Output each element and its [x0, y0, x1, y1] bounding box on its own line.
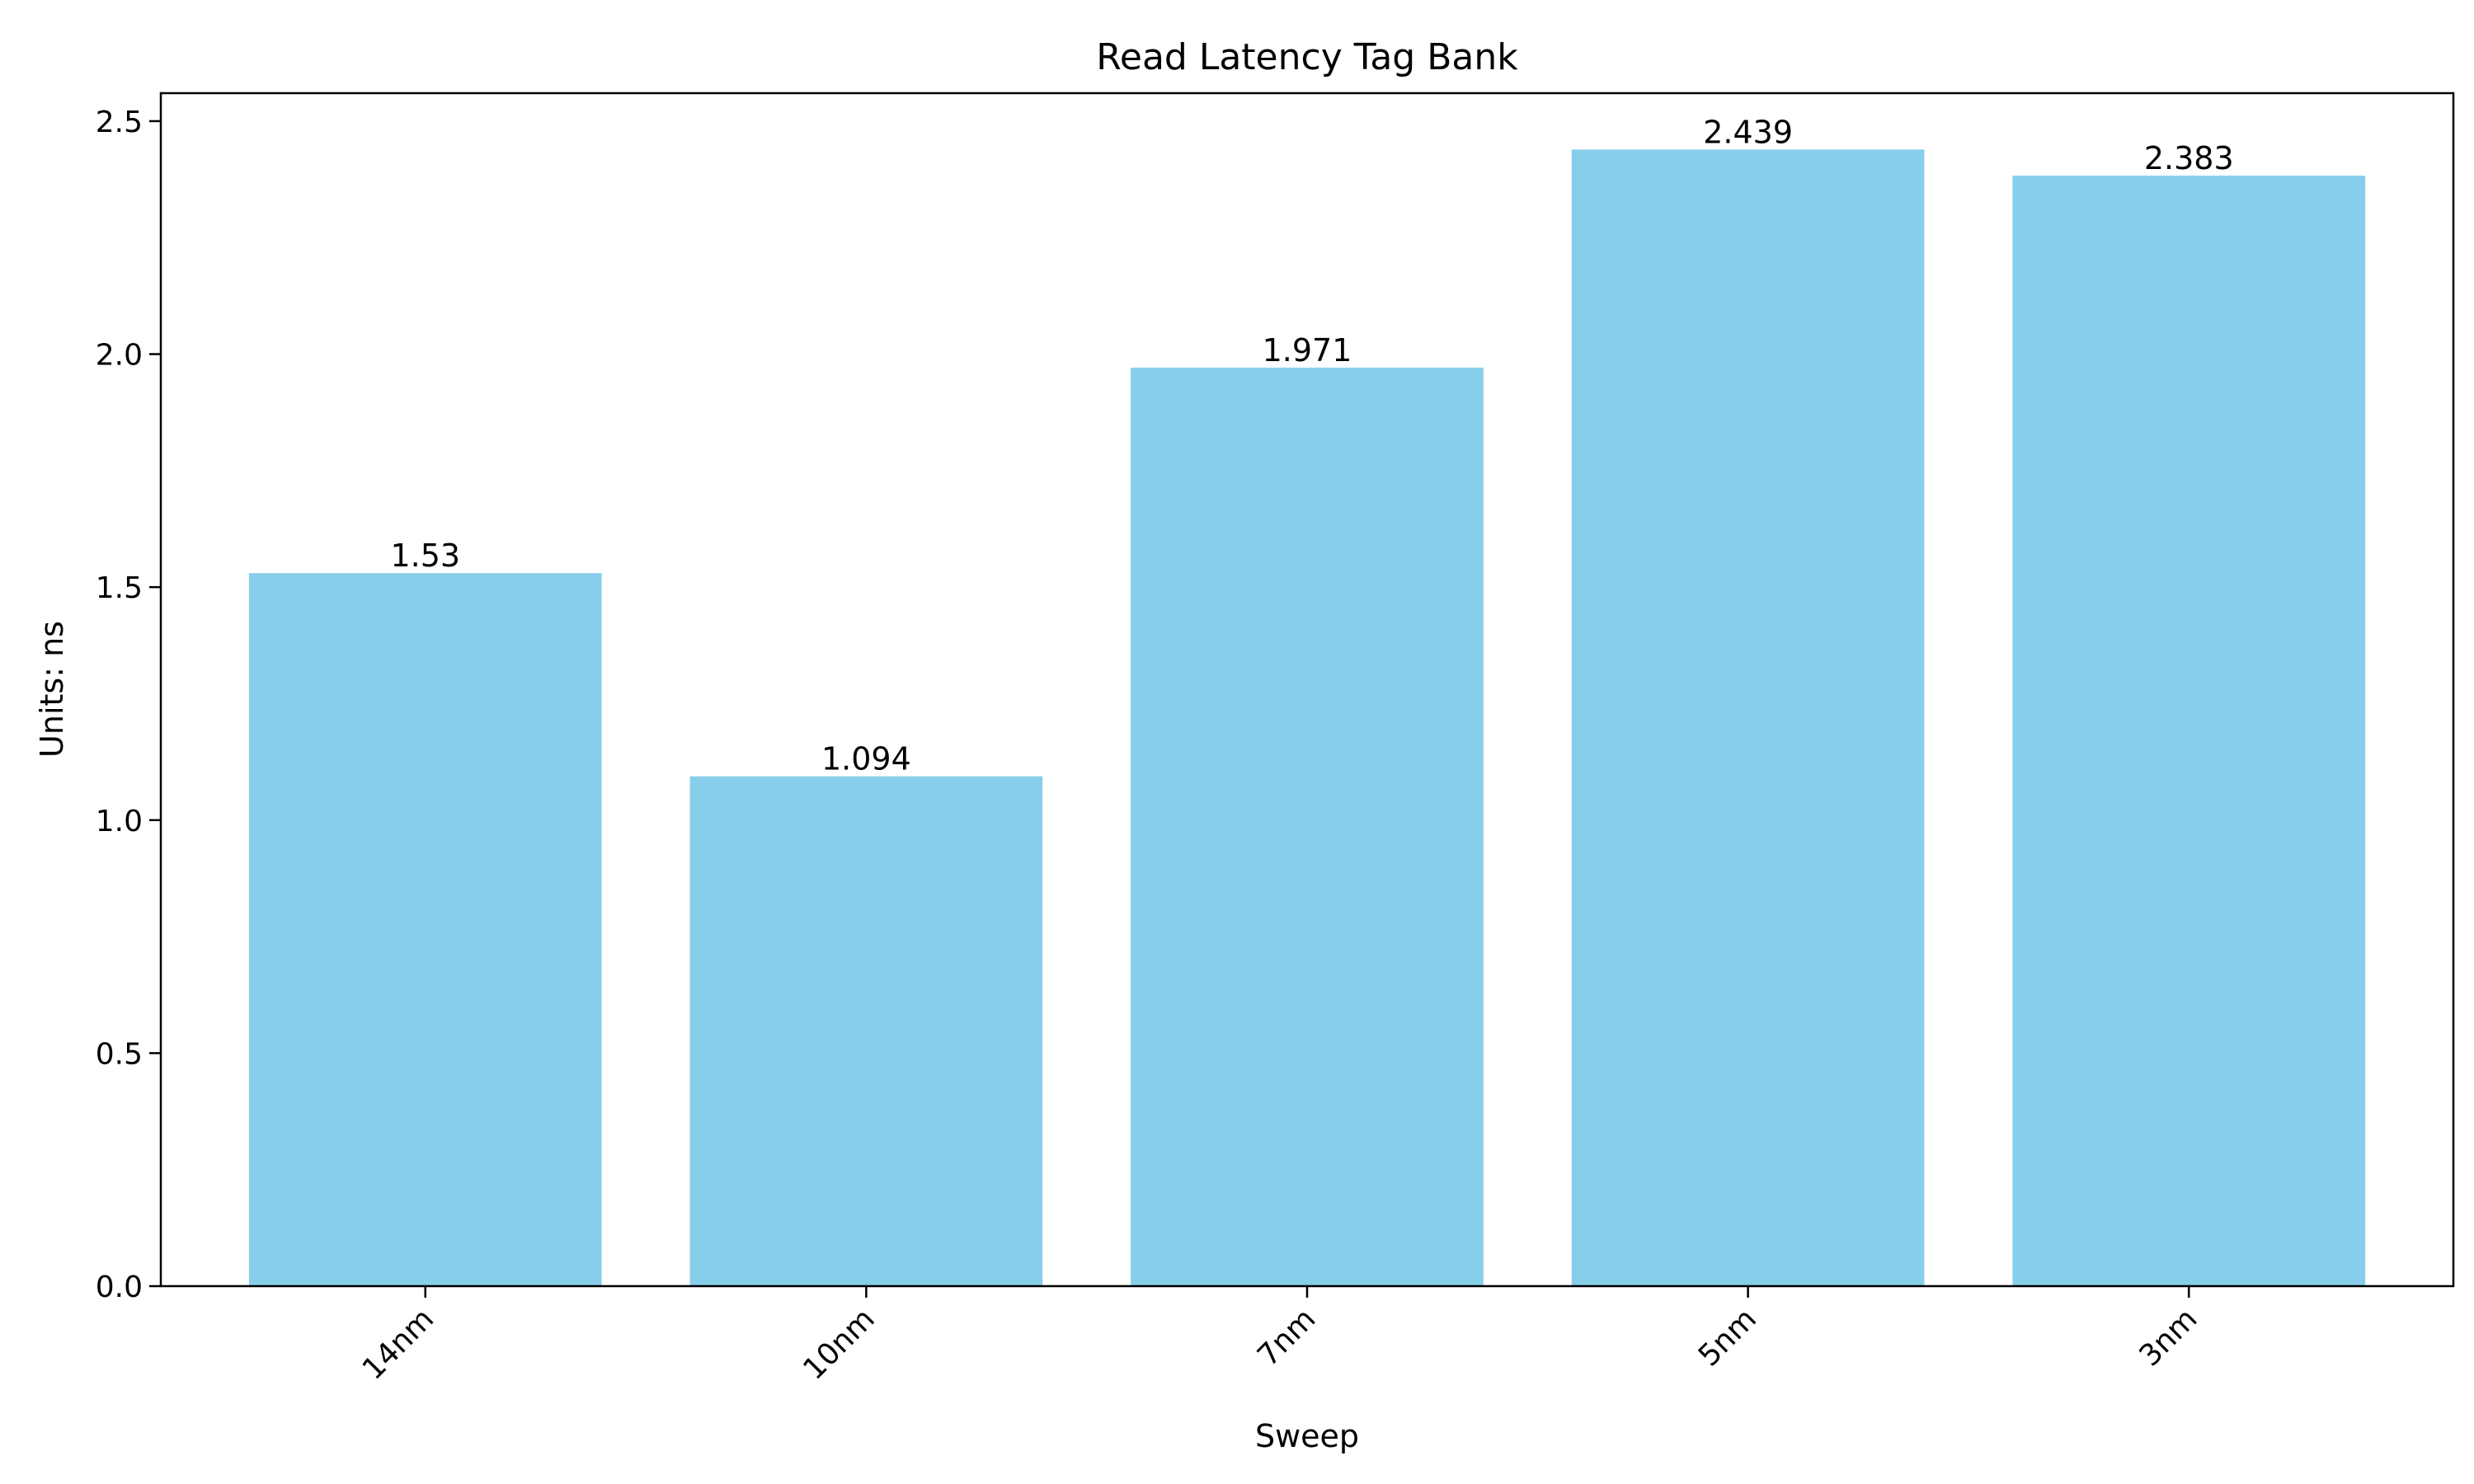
chart-title: Read Latency Tag Bank — [1096, 36, 1518, 78]
x-axis-label: Sweep — [1255, 1418, 1359, 1454]
y-tick-label-4: 2.0 — [96, 339, 143, 373]
y-tick-label-3: 1.5 — [96, 571, 143, 605]
x-tick-label-7nm: 7nm — [1251, 1302, 1322, 1373]
y-tick-label-0: 0.0 — [96, 1270, 143, 1304]
x-tick-label-10nm: 10nm — [797, 1302, 881, 1386]
y-tick-label-2: 1.0 — [96, 805, 143, 838]
data-label-14nm: 1.53 — [390, 538, 460, 574]
data-label-3nm: 2.383 — [2144, 140, 2234, 176]
y-tick-label-5: 2.5 — [96, 106, 143, 139]
bar-14nm — [248, 573, 602, 1286]
y-axis-label: Units: ns — [34, 621, 70, 758]
data-labels: 1.53 1.094 1.971 2.439 2.383 — [390, 114, 2233, 777]
bar-5nm — [1571, 149, 1925, 1287]
y-tick-label-1: 0.5 — [96, 1037, 143, 1071]
x-tick-label-5nm: 5nm — [1692, 1302, 1763, 1373]
bar-3nm — [2012, 176, 2366, 1286]
data-label-5nm: 2.439 — [1703, 114, 1793, 150]
bars — [248, 149, 2366, 1287]
bar-7nm — [1131, 367, 1484, 1286]
x-tick-label-14nm: 14nm — [356, 1302, 440, 1386]
bar-10nm — [689, 776, 1043, 1286]
data-label-10nm: 1.094 — [821, 741, 911, 777]
plot-frame — [159, 92, 2455, 1288]
y-axis: 0.0 0.5 1.0 1.5 2.0 2.5 — [96, 106, 161, 1304]
data-label-7nm: 1.971 — [1263, 332, 1352, 369]
x-axis: 14nm 10nm 7nm 5nm 3nm — [356, 1286, 2204, 1387]
x-tick-label-3nm: 3nm — [2133, 1302, 2204, 1373]
